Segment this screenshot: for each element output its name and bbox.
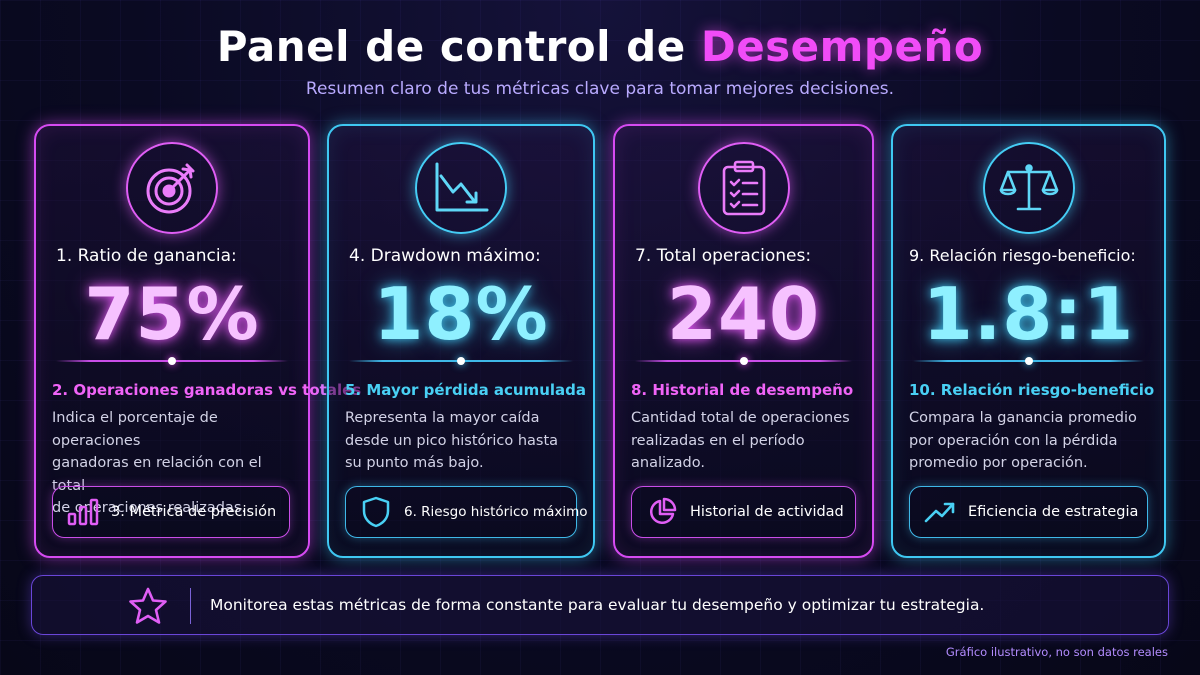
- card-label: 9. Relación riesgo-beneficio:: [909, 246, 1136, 265]
- metric-value: 240: [666, 272, 821, 356]
- metric-value: 1.8:1: [922, 272, 1135, 356]
- card-description: Compara la ganancia promedio por operació…: [909, 410, 1137, 471]
- divider: [349, 357, 573, 365]
- footer-divider: [190, 588, 191, 624]
- max-historical-risk-button[interactable]: 6. Riesgo histórico máximo: [345, 486, 588, 538]
- trend-up-icon: [924, 496, 956, 528]
- card-description: Indica el porcentaje de operaciones ganad…: [52, 410, 262, 516]
- pie-chart-icon: [646, 496, 678, 528]
- page-title: Panel de control de Desempeño: [0, 22, 1200, 71]
- metric-value: 18%: [373, 272, 549, 356]
- card-label: 7. Total operaciones:: [635, 246, 812, 266]
- metric-value: 75%: [84, 272, 260, 356]
- disclaimer: Gráfico ilustrativo, no son datos reales: [945, 645, 1168, 659]
- card-description: Cantidad total de operaciones realizadas …: [631, 410, 850, 471]
- card-label: 4. Drawdown máximo:: [349, 246, 541, 266]
- page-title-main: Panel de control de: [216, 22, 686, 71]
- card-subhead: 8. Historial de desempeño: [631, 381, 854, 399]
- balance-scale-icon: [982, 142, 1075, 234]
- card-risk-reward: 9. Relación riesgo-beneficio: 1.8:1 10. …: [891, 124, 1166, 558]
- divider: [635, 357, 852, 365]
- card-drawdown: 4. Drawdown máximo: 18% 5. Mayor pérdida…: [327, 124, 595, 558]
- footer-banner: Monitorea estas métricas de forma consta…: [31, 575, 1169, 635]
- card-subhead: 5. Mayor pérdida acumulada: [345, 381, 587, 399]
- downtrend-chart-icon: [415, 142, 507, 234]
- strategy-efficiency-button[interactable]: Eficiencia de estrategia: [909, 486, 1148, 538]
- page-title-accent: Desempeño: [700, 22, 984, 71]
- divider: [56, 357, 288, 365]
- pill-label: Eficiencia de estrategia: [968, 504, 1139, 520]
- pill-label: Historial de actividad: [690, 504, 844, 520]
- card-win-ratio: 1. Ratio de ganancia: 75% 2. Operaciones…: [34, 124, 362, 558]
- activity-history-button[interactable]: Historial de actividad: [631, 486, 856, 538]
- shield-icon: [360, 496, 392, 528]
- card-subhead: 2. Operaciones ganadoras vs totales: [52, 381, 362, 399]
- card-subhead: 10. Relación riesgo-beneficio: [909, 381, 1155, 399]
- star-icon: [128, 586, 168, 626]
- card-label: 1. Ratio de ganancia:: [56, 246, 237, 266]
- page-subtitle: Resumen claro de tus métricas clave para…: [305, 79, 895, 99]
- bar-chart-icon: [67, 496, 99, 528]
- pill-label: 6. Riesgo histórico máximo: [404, 504, 588, 520]
- target-icon: [126, 142, 218, 234]
- clipboard-checklist-icon: [697, 142, 790, 234]
- header: Panel de control de Desempeño Resumen cl…: [0, 22, 1200, 99]
- divider: [913, 357, 1144, 365]
- card-total-operations: 7. Total operaciones: 240 8. Historial d…: [613, 124, 874, 558]
- pill-label: 3. Métrica de precisión: [111, 504, 277, 520]
- precision-metric-button[interactable]: 3. Métrica de precisión: [52, 486, 290, 538]
- card-description: Representa la mayor caída desde un pico h…: [345, 410, 559, 471]
- footer-text: Monitorea estas métricas de forma consta…: [210, 596, 985, 614]
